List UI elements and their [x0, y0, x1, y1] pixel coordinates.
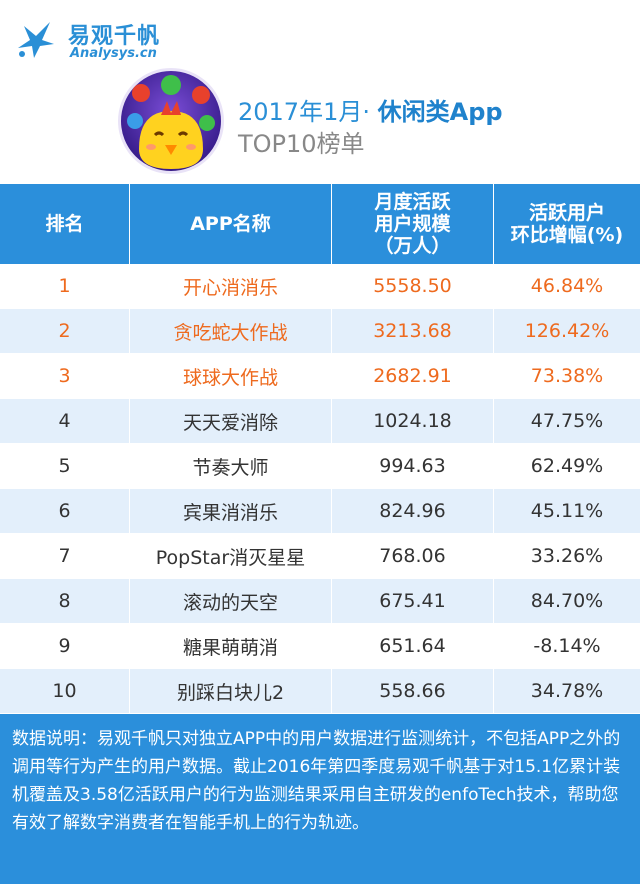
page-title: 2017年1月· 休闲类App [238, 92, 503, 127]
cell-growth: 45.11% [530, 500, 604, 522]
table-row: 2 贪吃蛇大作战 3213.68 126.42% [0, 309, 640, 354]
cell-rank: 1 [0, 264, 130, 308]
cell-mau: 1024.18 [332, 399, 494, 443]
cell-app-name: 糖果萌萌消 [130, 624, 332, 668]
cell-app-name: 滚动的天空 [130, 579, 332, 623]
cell-mau: 675.41 [332, 579, 494, 623]
cell-growth: -8.14% [533, 635, 601, 657]
table-row: 10 别踩白块儿2 558.66 34.78% [0, 669, 640, 714]
title-category: 休闲类App [377, 98, 503, 126]
table-row: 4 天天爱消除 1024.18 47.75% [0, 399, 640, 444]
cell-mau: 3213.68 [332, 309, 494, 353]
cell-rank: 8 [0, 579, 130, 623]
cell-rank: 2 [0, 309, 130, 353]
cell-growth: 73.38% [530, 365, 604, 387]
cell-mau: 5558.50 [332, 264, 494, 308]
cell-app-name: 节奏大师 [130, 444, 332, 488]
header-app-name: APP名称 [130, 184, 332, 264]
header-rank: 排名 [0, 184, 130, 264]
cell-growth: 84.70% [530, 590, 604, 612]
brand-site: Analysys.cn [70, 46, 157, 61]
cell-rank: 6 [0, 489, 130, 533]
cell-rank: 10 [0, 669, 130, 713]
cell-mau: 651.64 [332, 624, 494, 668]
cell-growth: 33.26% [530, 545, 604, 567]
cell-mau: 994.63 [332, 444, 494, 488]
cell-mau: 768.06 [332, 534, 494, 578]
cell-mau: 558.66 [332, 669, 494, 713]
cell-rank: 9 [0, 624, 130, 668]
table-row: 1 开心消消乐 5558.50 46.84% [0, 264, 640, 309]
cell-app-name: 开心消消乐 [130, 264, 332, 308]
cell-mau: 2682.91 [332, 354, 494, 398]
cell-growth: 62.49% [530, 455, 604, 477]
table-row: 3 球球大作战 2682.91 73.38% [0, 354, 640, 399]
table-row: 6 宾果消消乐 824.96 45.11% [0, 489, 640, 534]
cell-growth: 47.75% [530, 410, 604, 432]
header-growth-line2: 环比增幅(%) [510, 224, 624, 246]
cell-rank: 4 [0, 399, 130, 443]
analysys-bird-logo-icon [18, 22, 54, 58]
cell-app-name: 宾果消消乐 [130, 489, 332, 533]
header-mau: 月度活跃 用户规模 （万人） [332, 184, 494, 264]
header-mau-line2: 用户规模 [374, 213, 451, 235]
table-header: 排名 APP名称 月度活跃 用户规模 （万人） 活跃用户 环比增幅(%) [0, 184, 640, 264]
header-mau-line1: 月度活跃 [374, 191, 451, 213]
casual-game-chick-icon [118, 68, 224, 174]
table-row: 9 糖果萌萌消 651.64 -8.14% [0, 624, 640, 669]
title-date: 2017年1月· [238, 98, 370, 126]
cell-app-name: 球球大作战 [130, 354, 332, 398]
table-body: 1 开心消消乐 5558.50 46.84% 2 贪吃蛇大作战 3213.68 … [0, 264, 640, 714]
header-growth: 活跃用户 环比增幅(%) [494, 184, 640, 264]
header-mau-line3: （万人） [374, 235, 451, 257]
cell-mau: 824.96 [332, 489, 494, 533]
cell-app-name: 别踩白块儿2 [130, 669, 332, 713]
table-row: 8 滚动的天空 675.41 84.70% [0, 579, 640, 624]
page-subtitle: TOP10榜单 [238, 130, 365, 158]
header-growth-line1: 活跃用户 [528, 202, 605, 224]
cell-growth: 46.84% [530, 275, 604, 297]
data-note: 数据说明：易观千帆只对独立APP中的用户数据进行监测统计，不包括APP之外的调用… [0, 714, 640, 884]
cell-rank: 7 [0, 534, 130, 578]
brand-header: 易观千帆 Analysys.cn [14, 14, 214, 66]
brand-name: 易观千帆 [68, 24, 161, 49]
cell-rank: 3 [0, 354, 130, 398]
table-row: 7 PopStar消灭星星 768.06 33.26% [0, 534, 640, 579]
ranking-table: 排名 APP名称 月度活跃 用户规模 （万人） 活跃用户 环比增幅(%) 1 开… [0, 184, 640, 714]
chick-illustration [127, 75, 215, 169]
cell-growth: 34.78% [530, 680, 604, 702]
table-row: 5 节奏大师 994.63 62.49% [0, 444, 640, 489]
cell-app-name: 贪吃蛇大作战 [130, 309, 332, 353]
cell-app-name: PopStar消灭星星 [130, 534, 332, 578]
cell-rank: 5 [0, 444, 130, 488]
cell-growth: 126.42% [524, 320, 610, 342]
cell-app-name: 天天爱消除 [130, 399, 332, 443]
